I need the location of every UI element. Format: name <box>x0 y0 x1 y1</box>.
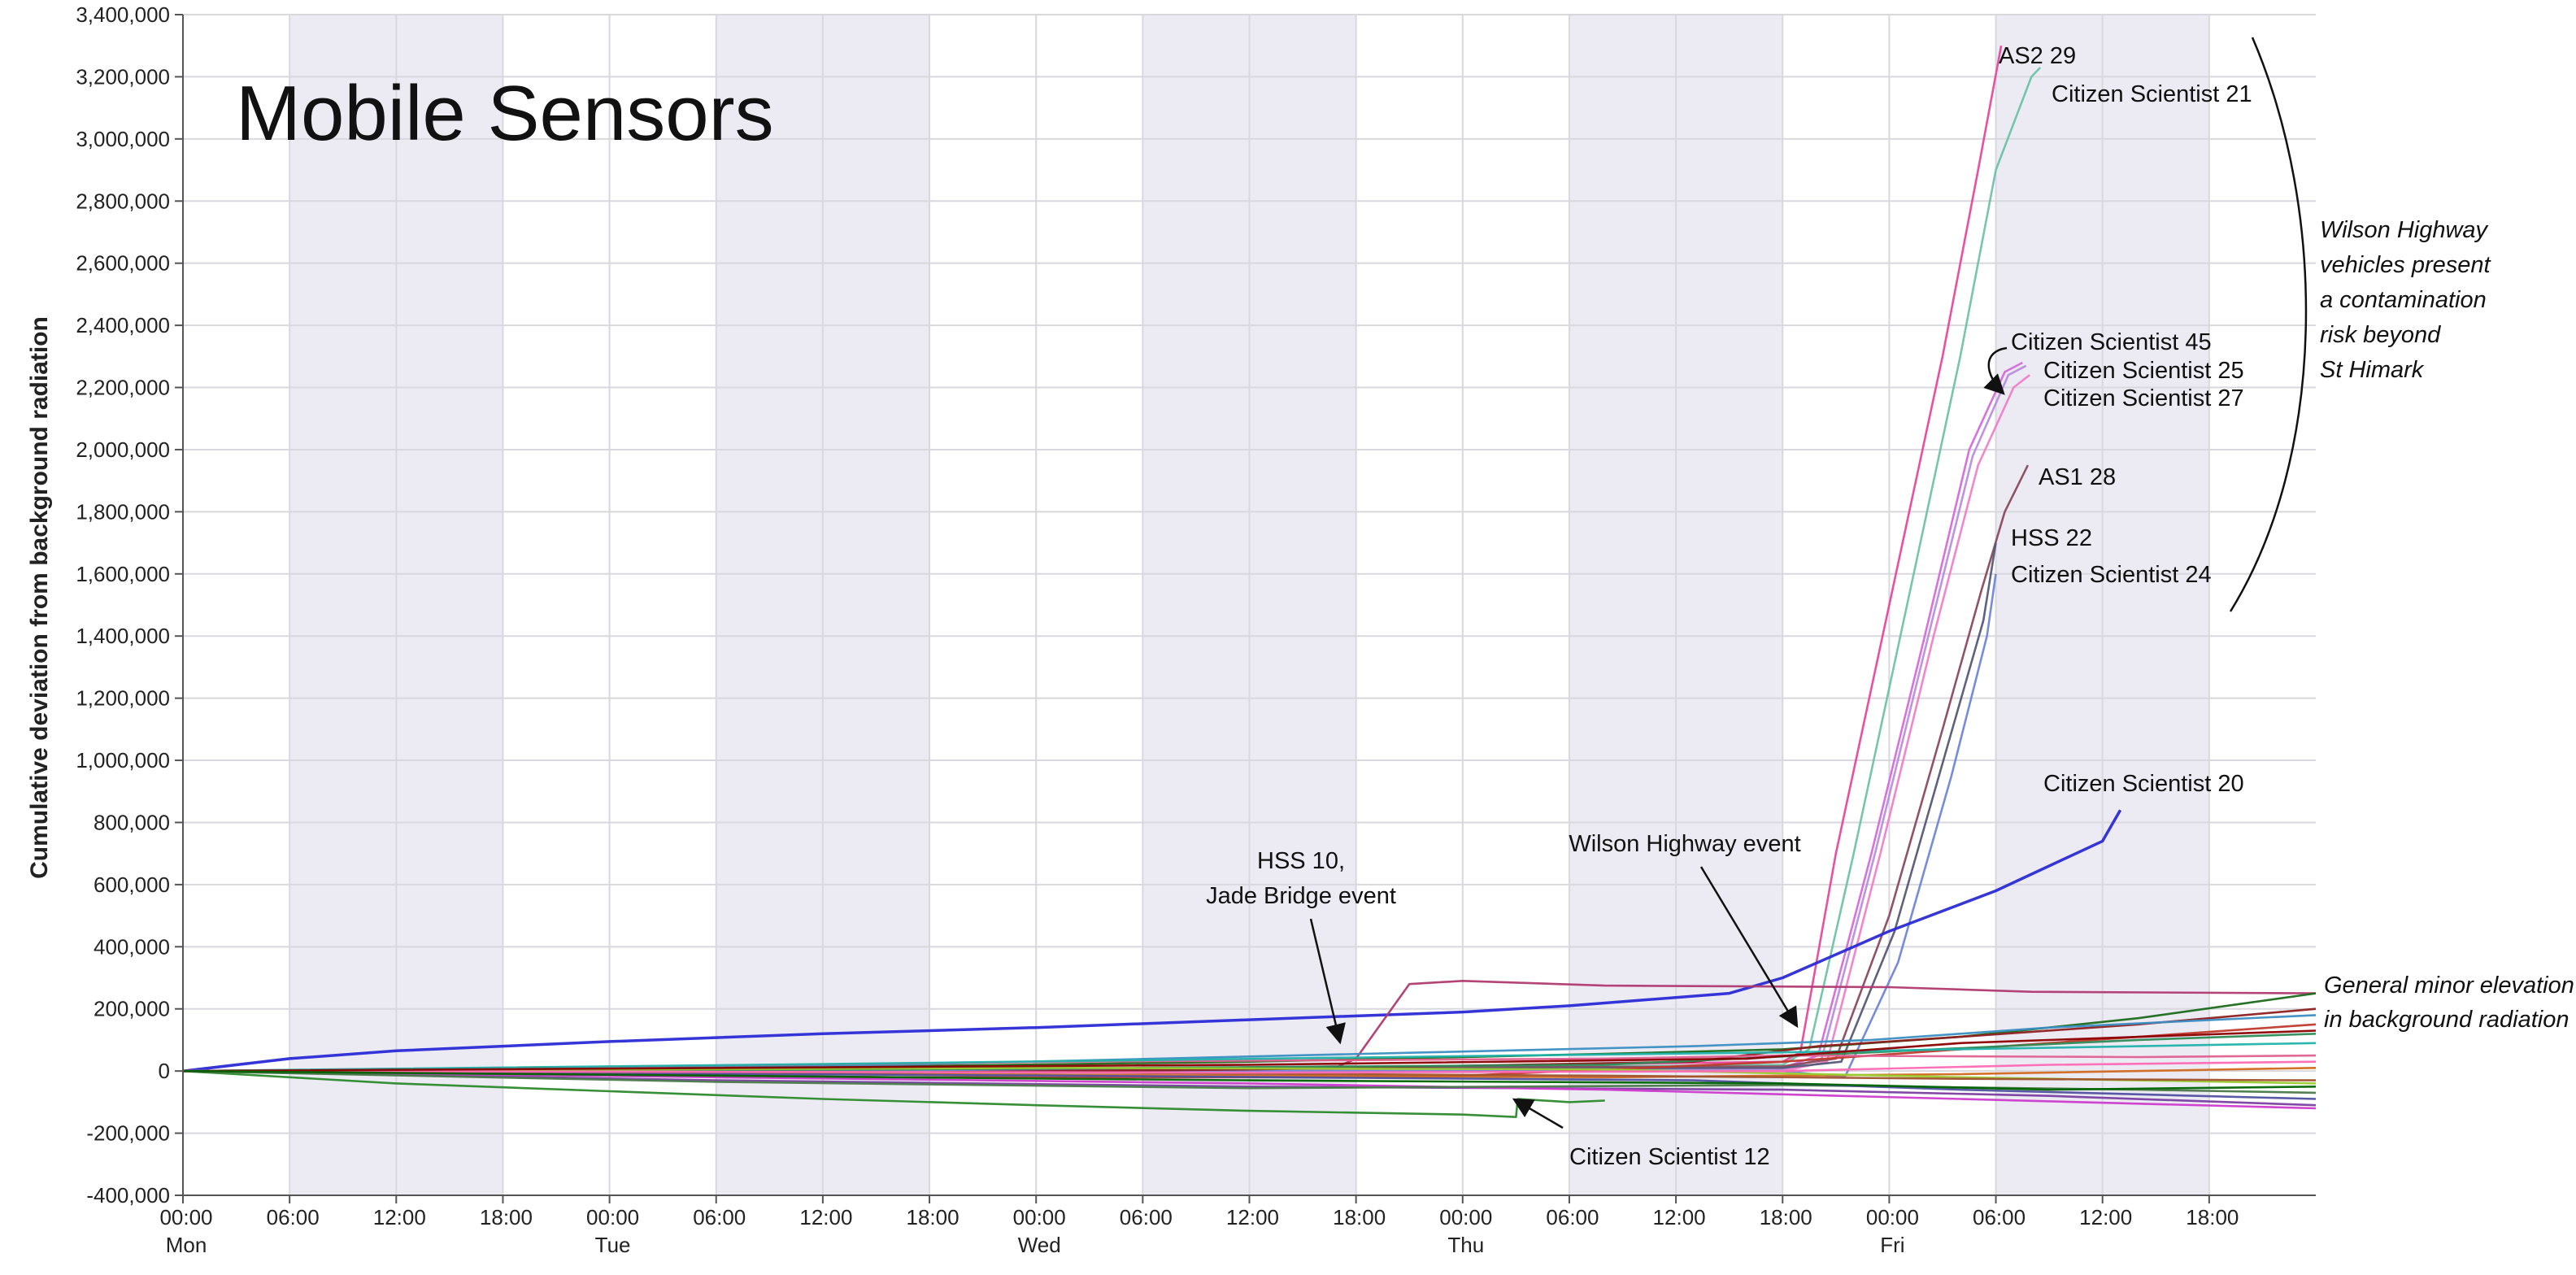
y-tick-label: 2,200,000 <box>76 376 170 400</box>
annotation-label: risk beyond <box>2320 322 2441 348</box>
jade-bridge-arrow <box>1309 918 1346 1045</box>
y-tick-label: 2,600,000 <box>76 251 170 276</box>
series-line <box>182 542 1997 1073</box>
x-tick-label: 12:00 <box>1653 1205 1706 1229</box>
annotation-label: Citizen Scientist 27 <box>2043 385 2244 411</box>
x-tick-label: 06:00 <box>1546 1205 1599 1229</box>
annotation-label: a contamination <box>2320 287 2487 313</box>
series-line <box>182 1014 2317 1073</box>
annotation-label: vehicles present <box>2320 252 2491 278</box>
x-tick-label: 18:00 <box>1333 1205 1386 1229</box>
y-tick-label: 1,800,000 <box>76 499 170 524</box>
x-tick-label: 00:00 <box>1866 1205 1919 1229</box>
annotation-label: Citizen Scientist 21 <box>2052 81 2252 107</box>
y-tick-label: 1,600,000 <box>76 562 170 586</box>
annotation-label: in background radiation <box>2324 1007 2569 1033</box>
annotation-label: Jade Bridge event <box>1206 883 1396 909</box>
axes: -400,000 -200,000 0 200,000 400,000 600,000 80… <box>76 2 2316 1257</box>
x-tick-label: 06:00 <box>693 1205 746 1229</box>
annotation-label: Citizen Scientist 45 <box>2011 329 2212 355</box>
citizen-scientist-45-arrow <box>1983 346 2008 395</box>
x-tick-label: 12:00 <box>373 1205 426 1229</box>
series-line <box>182 1069 2317 1094</box>
y-tick-label: 3,000,000 <box>76 127 170 151</box>
x-tick-label: 06:00 <box>1120 1205 1173 1229</box>
y-tick-label: 3,400,000 <box>76 2 170 27</box>
x-day-label: Fri <box>1880 1233 1904 1257</box>
y-tick-label: 800,000 <box>94 810 170 834</box>
x-tick-label: 18:00 <box>2186 1205 2239 1229</box>
annotation-label: AS1 28 <box>2039 464 2116 490</box>
y-tick-label: 600,000 <box>94 872 170 897</box>
x-day-label: Tue <box>595 1233 631 1257</box>
x-tick-label: 06:00 <box>267 1205 320 1229</box>
y-tick-label: 1,000,000 <box>76 748 170 772</box>
y-tick-label: 1,400,000 <box>76 624 170 648</box>
y-tick-label: 2,800,000 <box>76 189 170 213</box>
x-tick-label: 00:00 <box>1013 1205 1066 1229</box>
series-line <box>182 1029 2317 1073</box>
x-day-label: Thu <box>1447 1233 1484 1257</box>
x-tick-label: 18:00 <box>907 1205 959 1229</box>
series-line <box>182 1060 2317 1074</box>
x-day-label: Mon <box>166 1233 207 1257</box>
citizen-scientist-12-arrow <box>1512 1098 1564 1129</box>
x-tick-label: 18:00 <box>1760 1205 1812 1229</box>
y-tick-label: 1,200,000 <box>76 686 170 711</box>
annotation-label: AS2 29 <box>1999 43 2076 69</box>
x-tick-label: 00:00 <box>586 1205 639 1229</box>
wilson-highway-bracket <box>2229 37 2308 612</box>
annotation-label: Citizen Scientist 12 <box>1569 1144 1770 1170</box>
x-day-label: Wed <box>1018 1233 1061 1257</box>
annotation-label: Citizen Scientist 25 <box>2043 358 2244 384</box>
series-line <box>182 464 2030 1073</box>
wilson-highway-event-arrow <box>1699 866 1799 1029</box>
chart-title: Mobile Sensors <box>236 70 774 157</box>
y-tick-label: -200,000 <box>86 1121 170 1146</box>
series-line <box>182 1069 2317 1100</box>
y-tick-label: 2,400,000 <box>76 313 170 337</box>
gridlines <box>182 14 2316 1196</box>
series-line <box>182 809 2122 1073</box>
annotation-label: HSS 10, <box>1257 848 1345 874</box>
annotation-label: Citizen Scientist 20 <box>2043 771 2244 797</box>
x-tick-label: 12:00 <box>799 1205 852 1229</box>
annotations: AS2 29 Citizen Scientist 21 Citizen Scient… <box>1206 37 2574 1170</box>
y-tick-label: -400,000 <box>86 1183 170 1208</box>
annotation-label: General minor elevation <box>2324 973 2574 999</box>
series-line <box>182 1069 2317 1091</box>
series-line <box>182 1042 2317 1073</box>
y-tick-label: 400,000 <box>94 934 170 959</box>
y-tick-label: 3,200,000 <box>76 64 170 89</box>
x-tick-label: 00:00 <box>1439 1205 1492 1229</box>
x-tick-label: 06:00 <box>1973 1205 2026 1229</box>
series-lines <box>182 45 2317 1118</box>
x-tick-label: 18:00 <box>480 1205 533 1229</box>
y-tick-label: 0 <box>159 1059 170 1083</box>
annotation-label: Wilson Highway <box>2320 217 2489 243</box>
annotation-label: HSS 22 <box>2011 525 2092 551</box>
x-tick-label: 12:00 <box>1226 1205 1279 1229</box>
x-tick-label: 12:00 <box>2079 1205 2132 1229</box>
y-axis-title: Cumulative deviation from background rad… <box>26 316 53 879</box>
y-tick-label: 200,000 <box>94 997 170 1021</box>
annotation-label: Wilson Highway event <box>1569 831 1800 857</box>
y-tick-label: 2,000,000 <box>76 437 170 462</box>
annotation-label: St Himark <box>2320 357 2425 383</box>
x-tick-label: 00:00 <box>159 1205 212 1229</box>
annotation-label: Citizen Scientist 24 <box>2011 562 2212 588</box>
series-line <box>183 374 2030 1073</box>
